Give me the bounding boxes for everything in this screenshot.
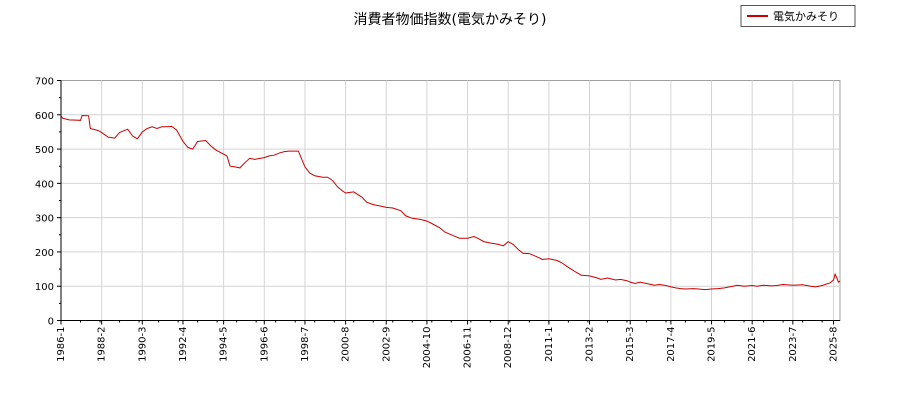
x-tick-label: 2006-11 [463, 326, 474, 368]
y-tick-label: 0 [48, 317, 54, 328]
x-tick-label: 2013-2 [585, 327, 596, 362]
x-tick-label: 1994-5 [219, 327, 230, 362]
y-tick-label: 500 [35, 145, 54, 156]
x-tick-label: 1988-2 [97, 327, 108, 362]
x-tick-label: 1992-4 [178, 327, 189, 362]
x-tick-label: 1998-7 [300, 327, 311, 362]
y-tick-label: 700 [35, 77, 54, 88]
legend: 電気かみそり [740, 5, 856, 27]
x-tick-label: 2015-3 [625, 327, 636, 362]
y-tick-label: 100 [35, 282, 54, 293]
x-tick-label: 1986-1 [56, 327, 67, 362]
axis-layer: 0 100 200 300 400 500 600 700 1986-1 1988-2 1990-3… [35, 77, 840, 369]
legend-box [740, 5, 856, 27]
plot-frame [60, 80, 841, 321]
x-tick-label: 2017-4 [666, 327, 677, 362]
y-tick-label: 300 [35, 214, 54, 225]
x-tick-label: 1996-6 [259, 327, 270, 362]
series-layer [60, 114, 841, 291]
chart-title: 消費者物価指数(電気かみそり) [353, 12, 547, 28]
series-line [60, 114, 841, 291]
x-tick-label: 2011-1 [544, 327, 555, 362]
legend-label: 電気かみそり [773, 9, 839, 23]
y-tick-label: 200 [35, 248, 54, 259]
x-tick-label: 2019-5 [707, 327, 718, 362]
x-tick-label: 2002-9 [381, 327, 392, 362]
x-tick-label: 2021-6 [747, 327, 758, 362]
x-tick-label: 2008-12 [503, 327, 514, 369]
x-tick-label: 2004-10 [422, 327, 433, 369]
y-tick-label: 600 [35, 111, 54, 122]
x-tick-label: 2000-8 [341, 327, 352, 362]
y-tick-label: 400 [35, 179, 54, 190]
x-tick-label: 1990-3 [137, 327, 148, 362]
grid-layer [61, 80, 840, 321]
x-tick-label: 2023-7 [788, 327, 799, 362]
x-tick-label: 2025-8 [828, 327, 839, 362]
